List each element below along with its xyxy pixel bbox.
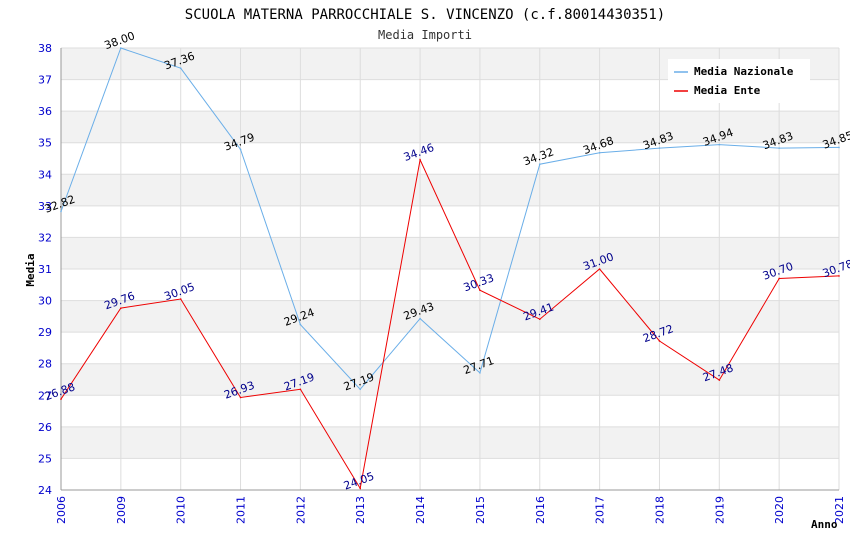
data-point-media-nazionale: [179, 67, 182, 70]
y-tick-label: 30: [38, 295, 52, 308]
x-tick-label: 2011: [235, 496, 248, 524]
y-axis-ticks: 24 25 26 27 28 29 30 31 32 33 34 35 36 37 38: [38, 42, 52, 497]
data-label-media-nazionale: 34.32: [522, 145, 556, 168]
data-point-media-ente: [538, 318, 541, 320]
data-label-media-ente: 30.33: [462, 271, 496, 294]
legend: Media Nazionale Media Ente: [668, 59, 810, 103]
chart-title: SCUOLA MATERNA PARROCCHIALE S. VINCENZO …: [185, 7, 665, 23]
series-line-media-nazionale: [60, 47, 840, 391]
series-group: [60, 47, 840, 490]
data-label-media-ente: 34.46: [402, 141, 436, 164]
x-tick-label: 2006: [55, 496, 68, 524]
x-tick-label: 2014: [414, 496, 427, 524]
data-point-media-ente: [60, 398, 62, 400]
x-tick-label: 2018: [653, 496, 666, 524]
data-point-media-ente: [239, 396, 242, 399]
data-point-media-nazionale: [838, 146, 840, 149]
data-label-media-ente: 26.88: [43, 380, 77, 403]
y-tick-label: 28: [38, 358, 52, 371]
data-point-media-nazionale: [718, 143, 721, 146]
data-point-media-ente: [838, 275, 840, 277]
data-point-media-ente: [179, 298, 182, 300]
data-point-media-ente: [778, 277, 780, 280]
band-31: [61, 237, 839, 269]
data-point-media-nazionale: [479, 372, 481, 374]
legend-label-media-ente: Media Ente: [694, 84, 761, 97]
data-label-media-nazionale: 32.82: [43, 193, 77, 216]
y-tick-label: 36: [38, 105, 52, 118]
data-point-media-nazionale: [419, 317, 421, 320]
x-tick-label: 2015: [474, 496, 487, 524]
y-tick-label: 25: [38, 452, 52, 465]
y-tick-label: 32: [38, 231, 52, 244]
x-tick-label: 2019: [713, 496, 726, 524]
chart-subtitle: Media Importi: [378, 28, 472, 42]
x-tick-label: 2021: [833, 496, 846, 524]
x-tick-label: 2020: [773, 496, 786, 524]
y-tick-label: 31: [38, 263, 52, 276]
y-tick-label: 35: [38, 137, 52, 150]
x-tick-label: 2012: [294, 496, 307, 524]
data-point-media-nazionale: [598, 152, 601, 154]
data-point-media-ente: [598, 268, 601, 270]
x-tick-label: 2010: [175, 496, 188, 524]
data-label-media-ente: 24.05: [342, 470, 376, 493]
data-point-media-ente: [299, 388, 302, 391]
data-point-media-nazionale: [60, 210, 62, 213]
y-tick-label: 34: [38, 168, 52, 181]
data-point-media-ente: [658, 340, 661, 342]
data-point-media-ente: [359, 487, 362, 490]
data-label-media-ente: 30.05: [162, 280, 196, 303]
x-tick-label: 2013: [354, 496, 367, 524]
data-point-media-ente: [479, 289, 481, 291]
x-tick-label: 2016: [534, 496, 547, 524]
legend-label-media-nazionale: Media Nazionale: [694, 65, 794, 78]
x-axis-ticks: 2006 2009 2010 2011 2012 2013 2014 2015 2016 2017…: [55, 496, 846, 524]
data-point-media-nazionale: [538, 163, 541, 165]
band-25: [61, 426, 839, 459]
band-33: [61, 174, 839, 206]
band-29: [61, 300, 839, 333]
legend-box: [668, 59, 810, 103]
y-tick-label: 27: [38, 389, 52, 402]
data-point-media-nazionale: [120, 47, 122, 49]
data-point-media-nazionale: [778, 147, 780, 149]
x-tick-label: 2017: [594, 496, 607, 524]
data-point-media-nazionale: [359, 388, 362, 391]
x-tick-label: 2009: [115, 496, 128, 524]
y-tick-label: 38: [38, 42, 52, 55]
plot-background-bands: [61, 48, 839, 459]
x-axis-title: Anno: [811, 518, 838, 531]
y-tick-label: 24: [38, 484, 52, 497]
data-point-media-ente: [718, 379, 721, 381]
data-point-media-nazionale: [299, 323, 302, 326]
band-35: [61, 111, 839, 143]
data-point-media-ente: [419, 158, 421, 161]
y-tick-label: 33: [38, 200, 52, 213]
data-point-media-nazionale: [239, 148, 242, 151]
y-tick-label: 37: [38, 74, 52, 87]
series-line-media-ente: [60, 158, 840, 490]
data-point-media-ente: [120, 307, 122, 309]
y-tick-label: 26: [38, 421, 52, 434]
y-tick-label: 29: [38, 326, 52, 339]
data-point-media-nazionale: [658, 147, 661, 149]
y-axis-title: Media: [24, 253, 37, 286]
band-27: [61, 363, 839, 396]
